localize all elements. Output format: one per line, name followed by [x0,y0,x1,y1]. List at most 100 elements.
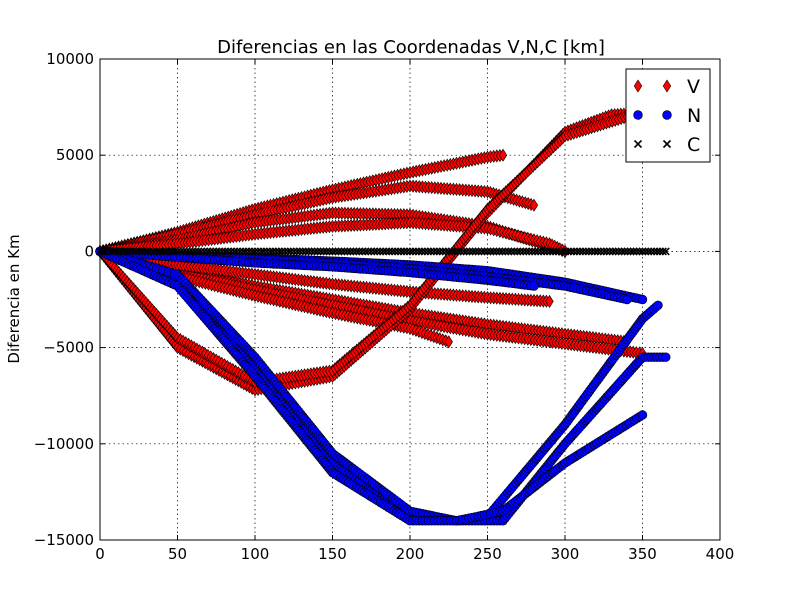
data-point [271,247,280,256]
data-point [513,247,522,256]
data-point [438,247,447,256]
data-point [107,247,116,256]
data-point [411,247,421,256]
legend-marker [633,110,643,120]
data-point [125,247,134,256]
data-point [581,247,590,256]
data-point [444,247,453,256]
data-point [122,247,131,256]
data-point [322,247,331,256]
data-point [569,247,579,256]
data-point [304,247,313,256]
data-point [301,247,310,256]
data-point [298,247,307,256]
data-point [456,247,465,256]
data-point [137,247,146,256]
data-point [486,247,495,256]
data-point [280,247,289,256]
data-point [364,247,373,256]
data-point [658,247,667,256]
data-point [572,247,581,256]
data-point [405,247,415,256]
data-point [346,247,355,256]
data-point [644,247,653,256]
y-tick-label: −15000 [34,531,94,549]
data-point [185,247,194,256]
data-point [167,247,176,256]
data-point [635,247,644,256]
data-point [128,247,137,256]
legend-item-v: V [633,76,700,98]
data-point [653,300,663,310]
data-point [382,247,391,256]
data-point [283,247,292,256]
data-point [265,247,274,256]
data-point [545,294,554,308]
data-point [489,247,498,256]
data-point [173,247,182,256]
data-point [566,247,576,256]
x-tick-label: 400 [706,545,735,563]
data-point [373,247,382,256]
data-point [307,247,316,256]
data-point [239,247,248,256]
data-point [468,247,477,256]
data-point [584,247,593,256]
data-point [637,410,648,420]
data-point [209,247,218,256]
data-point [602,247,611,256]
data-point [119,247,128,256]
data-point [182,247,191,256]
data-point [152,247,161,256]
data-point [652,247,662,256]
data-point [334,247,343,256]
data-point [164,247,173,256]
data-point [396,247,406,256]
data-point [361,247,370,256]
data-point [575,247,584,256]
data-point [200,247,209,256]
data-point [498,148,508,162]
data-point [197,247,206,256]
legend-label: V [687,76,700,98]
series-c [95,247,670,256]
data-point [370,247,379,256]
data-point [161,247,170,256]
data-point [310,247,319,256]
data-point [227,247,236,256]
series-c-trace [95,247,670,256]
series-n-trace [95,246,648,526]
data-point [241,247,251,256]
data-point [626,247,635,256]
chart-title: Diferencias en las Coordenadas V,N,C [km… [217,37,605,58]
y-tick-label: −5000 [43,339,94,357]
data-point [637,294,648,305]
data-point [441,247,450,256]
y-axis-label: Diferencia en Km [5,234,23,363]
data-point [295,247,304,256]
data-point [131,247,140,256]
data-point [543,247,552,256]
data-point [623,247,632,256]
data-point [557,247,567,256]
data-point [140,247,149,256]
legend: VNC [625,68,711,163]
data-point [289,247,298,256]
data-point [611,247,620,256]
data-point [593,247,602,256]
data-point [402,247,412,256]
legend-item-c: C [633,134,700,156]
legend-marker [662,110,672,120]
data-point [268,247,277,256]
data-point [507,247,516,256]
data-point [617,247,626,256]
data-point [233,247,242,256]
data-point [221,247,230,256]
data-point [224,247,233,256]
data-point [358,247,367,256]
data-point [546,247,555,256]
data-point [540,247,549,256]
data-point [203,247,212,256]
data-point [465,247,474,256]
data-point [256,247,266,256]
